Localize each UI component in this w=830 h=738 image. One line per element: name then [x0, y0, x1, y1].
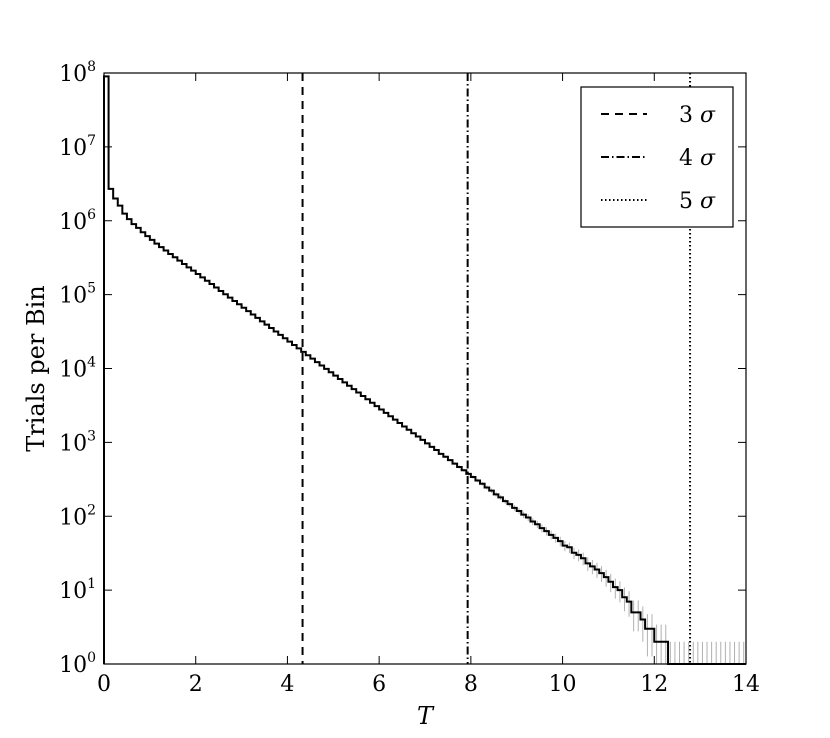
y-tick-label: 106: [59, 207, 96, 235]
axis-ticks: 0 2 4 6 8 10 12 14 100 101 102 103 104 105 106 107 108: [59, 59, 760, 697]
y-tick-label: 105: [59, 281, 96, 309]
legend: 3 σ 4 σ 5 σ: [580, 86, 734, 228]
x-axis-label: T: [417, 702, 435, 730]
plot-region: [103, 75, 746, 665]
legend-label: 3 σ: [679, 103, 716, 128]
x-tick-label: 10: [549, 672, 577, 697]
error-bars: [105, 76, 745, 664]
x-tick-label: 4: [280, 672, 294, 697]
y-tick-label: 108: [59, 59, 96, 87]
legend-label: 4 σ: [679, 146, 716, 171]
y-tick-label: 102: [59, 502, 96, 530]
legend-label: 5 σ: [679, 189, 716, 214]
y-tick-label: 107: [59, 133, 96, 161]
x-tick-label: 0: [97, 672, 111, 697]
y-axis-label: Trials per Bin: [22, 285, 50, 452]
x-tick-label: 2: [189, 672, 203, 697]
histogram-series: [103, 75, 746, 665]
y-tick-label: 100: [59, 650, 96, 678]
x-tick-label: 12: [640, 672, 668, 697]
y-tick-label: 104: [59, 355, 96, 383]
sigma-lines: [301, 73, 692, 664]
y-tick-label: 101: [59, 576, 96, 604]
x-tick-label: 6: [372, 672, 386, 697]
x-tick-label: 14: [732, 672, 760, 697]
y-tick-label: 103: [59, 428, 96, 456]
x-tick-label: 8: [464, 672, 478, 697]
